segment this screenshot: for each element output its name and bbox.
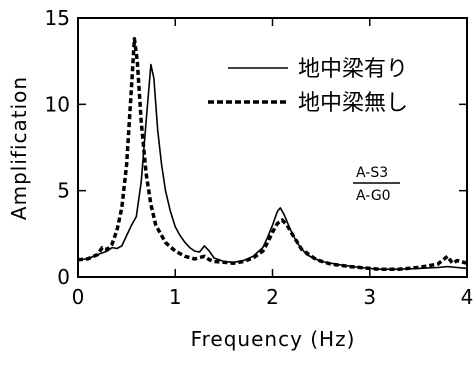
y-tick-label: 0: [57, 265, 70, 289]
x-tick-label: 0: [72, 285, 85, 309]
ticks: 0 1 2 3 4 0 5 10 15: [45, 6, 474, 309]
ratio-denominator: A-G0: [356, 188, 391, 204]
x-tick-label: 1: [169, 285, 182, 309]
y-axis-title: Amplification: [7, 76, 31, 220]
legend: 地中梁有り 地中梁無し: [208, 57, 408, 116]
legend-label-solid: 地中梁有り: [298, 57, 408, 82]
series-line-solid: [77, 63, 468, 270]
ratio-numerator: A-S3: [356, 165, 388, 181]
x-tick-label: 4: [461, 285, 474, 309]
x-tick-label: 3: [363, 285, 376, 309]
y-tick-label: 5: [57, 179, 70, 203]
series-layer: [77, 36, 468, 271]
ratio-annotation: A-S3 A-G0: [353, 165, 400, 204]
y-tick-label: 15: [45, 6, 70, 30]
x-axis-title: Frequency (Hz): [191, 327, 356, 351]
legend-label-dashed: 地中梁無し: [298, 91, 408, 116]
y-tick-label: 10: [45, 92, 70, 116]
x-tick-label: 2: [266, 285, 279, 309]
series-line-dashed: [77, 36, 468, 271]
